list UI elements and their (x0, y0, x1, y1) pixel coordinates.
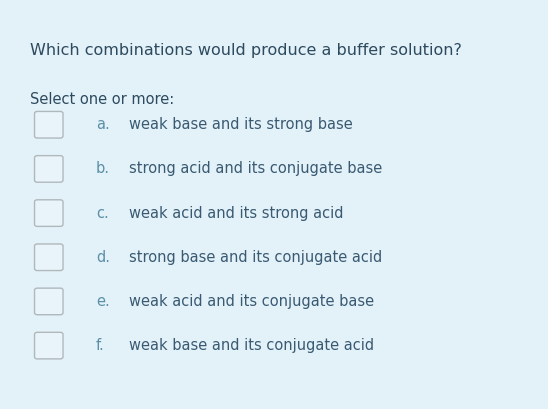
FancyBboxPatch shape (35, 111, 63, 138)
Text: strong base and its conjugate acid: strong base and its conjugate acid (129, 250, 382, 265)
Text: weak acid and its conjugate base: weak acid and its conjugate base (129, 294, 374, 309)
Text: weak base and its strong base: weak base and its strong base (129, 117, 352, 132)
Text: e.: e. (96, 294, 110, 309)
Text: c.: c. (96, 206, 109, 220)
FancyBboxPatch shape (35, 288, 63, 315)
Text: weak base and its conjugate acid: weak base and its conjugate acid (129, 338, 374, 353)
FancyBboxPatch shape (35, 333, 63, 359)
Text: b.: b. (96, 162, 110, 176)
Text: Select one or more:: Select one or more: (30, 92, 174, 107)
Text: f.: f. (96, 338, 105, 353)
FancyBboxPatch shape (35, 156, 63, 182)
Text: d.: d. (96, 250, 110, 265)
Text: Which combinations would produce a buffer solution?: Which combinations would produce a buffe… (30, 43, 462, 58)
FancyBboxPatch shape (35, 244, 63, 271)
Text: weak acid and its strong acid: weak acid and its strong acid (129, 206, 343, 220)
Text: strong acid and its conjugate base: strong acid and its conjugate base (129, 162, 382, 176)
Text: a.: a. (96, 117, 110, 132)
FancyBboxPatch shape (35, 200, 63, 227)
